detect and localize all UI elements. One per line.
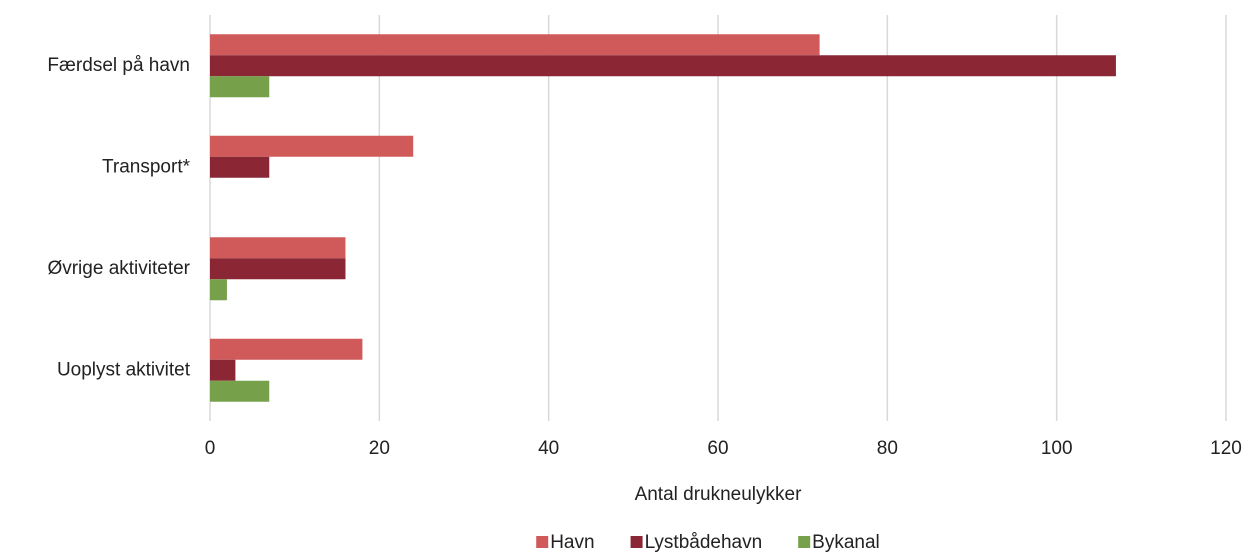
bar xyxy=(210,279,227,301)
bar xyxy=(210,55,1116,77)
bar xyxy=(210,380,270,402)
bar xyxy=(210,237,346,259)
x-tick-label: 40 xyxy=(538,438,559,459)
bar xyxy=(210,156,270,178)
bar xyxy=(210,135,414,157)
legend-swatch xyxy=(630,536,643,548)
x-tick-label: 100 xyxy=(1041,438,1073,459)
bar xyxy=(210,76,270,98)
x-tick-label: 120 xyxy=(1210,438,1242,459)
x-tick-label: 80 xyxy=(877,438,898,459)
legend-label: Bykanal xyxy=(812,532,880,553)
x-tick-label: 20 xyxy=(369,438,390,459)
y-tick-label: Færdsel på havn xyxy=(47,55,190,76)
bar xyxy=(210,359,236,381)
x-tick-label: 0 xyxy=(205,438,216,459)
bar xyxy=(210,258,346,280)
legend-swatch xyxy=(798,536,811,548)
y-tick-label: Transport* xyxy=(102,156,191,177)
y-tick-label: Øvrige aktiviteter xyxy=(47,258,190,279)
legend-swatch xyxy=(536,536,549,548)
y-tick-label: Uoplyst aktivitet xyxy=(57,359,191,380)
legend-label: Havn xyxy=(550,532,594,553)
bar xyxy=(210,338,363,360)
bar xyxy=(210,34,820,56)
x-tick-label: 60 xyxy=(707,438,728,459)
legend-label: Lystbådehavn xyxy=(645,532,763,553)
x-axis-label: Antal drukneulykker xyxy=(635,484,803,505)
